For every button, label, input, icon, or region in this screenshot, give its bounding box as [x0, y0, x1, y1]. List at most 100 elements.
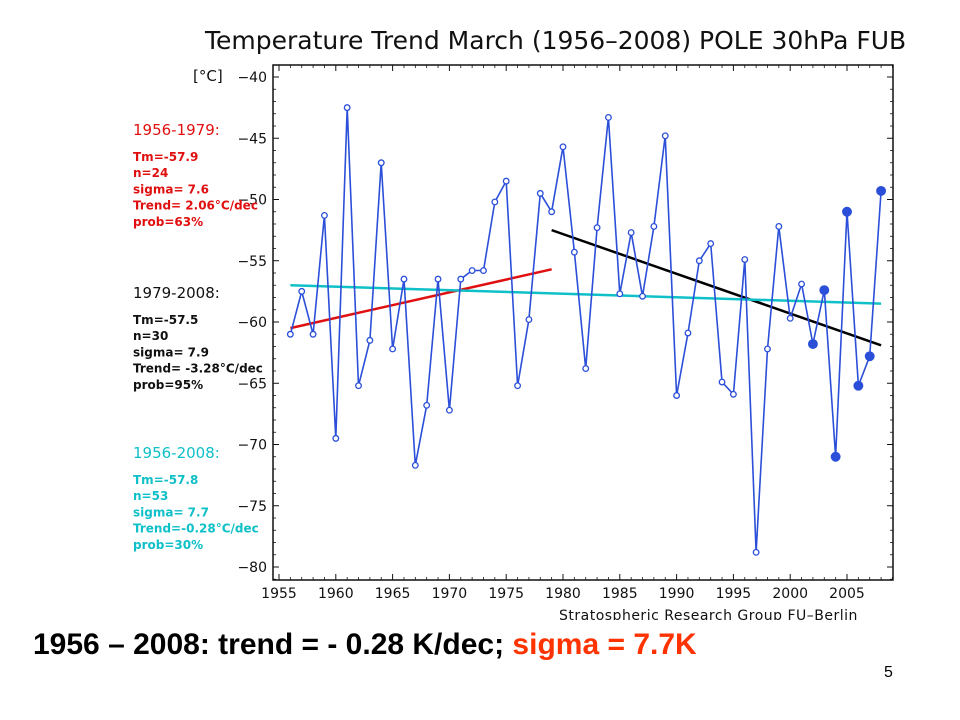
y-tick-label: −60	[237, 315, 267, 331]
y-tick-label: −65	[237, 376, 267, 392]
data-point	[673, 392, 681, 399]
data-point	[434, 275, 442, 283]
trend-statistics-panel: 1956-1979: Tm=-57.9 n=24 sigma= 7.6 Trend= 2…	[133, 121, 263, 552]
data-point	[332, 434, 340, 442]
x-tick-label: 1960	[318, 586, 354, 602]
x-tick-label: 2005	[829, 586, 865, 602]
data-point	[807, 339, 818, 350]
trend-line	[290, 268, 552, 330]
data-point	[445, 406, 453, 414]
y-axis: −40 −45 −50 −55 −60 −65 −70 −75 −80	[237, 70, 893, 580]
data-point	[355, 382, 362, 390]
panel-heading: 1956-1979:	[133, 121, 220, 139]
panel-stat: sigma= 7.6	[133, 182, 209, 196]
y-axis-unit: [°C]	[193, 67, 223, 85]
data-point	[559, 143, 567, 151]
data-point	[627, 229, 635, 237]
plot-frame	[272, 64, 894, 581]
panel-heading: 1956-2008:	[133, 444, 220, 462]
data-point	[830, 451, 841, 462]
data-point	[864, 351, 875, 362]
data-point	[298, 287, 306, 295]
data-point	[752, 548, 760, 556]
data-point	[366, 336, 374, 344]
y-tick-label: −70	[237, 438, 267, 454]
data-point	[650, 222, 658, 230]
panel-stat: Trend= -3.28°C/dec	[133, 362, 263, 376]
data-point	[684, 329, 692, 337]
caption-main: 1956 – 2008: trend = - 0.28 K/dec;	[33, 628, 513, 661]
data-point	[389, 345, 397, 353]
x-tick-label: 1965	[375, 586, 411, 602]
trend-lines	[290, 228, 882, 347]
panel-stat: n=53	[133, 489, 168, 503]
y-tick-label: −55	[237, 254, 267, 270]
data-point	[548, 208, 556, 216]
data-point	[514, 382, 522, 390]
data-point	[525, 316, 533, 323]
data-point	[764, 345, 771, 353]
caption-highlight: sigma = 7.7K	[512, 628, 697, 661]
panel-stat: Tm=-57.5	[133, 313, 198, 327]
panel-stat: n=30	[133, 329, 168, 343]
y-tick-label: −45	[237, 131, 267, 147]
data-point	[661, 132, 669, 140]
data-point	[616, 290, 624, 298]
data-point	[480, 267, 487, 274]
data-point	[707, 240, 715, 248]
panel-stat: prob=30%	[133, 538, 203, 552]
x-tick-label: 1985	[602, 586, 638, 602]
data-point	[582, 365, 590, 372]
data-point	[798, 280, 806, 288]
data-point	[775, 222, 783, 230]
data-point	[400, 275, 408, 283]
series-line	[289, 107, 882, 553]
data-point	[423, 401, 431, 409]
trend-line	[290, 284, 882, 305]
chart-title: Temperature Trend March (1956–2008) POLE…	[204, 26, 906, 55]
summary-caption: 1956 – 2008: trend = - 0.28 K/dec; sigma…	[33, 628, 697, 662]
data-point	[377, 159, 385, 167]
x-tick-label: 1995	[716, 586, 752, 602]
panel-stat: Tm=-57.8	[133, 473, 198, 487]
data-point	[491, 198, 499, 206]
data-point	[320, 211, 328, 219]
panel-stat: Trend= 2.06°C/dec	[133, 199, 258, 213]
data-point	[741, 256, 749, 263]
data-point	[343, 104, 351, 112]
data-point	[853, 380, 864, 391]
data-point	[411, 461, 419, 469]
page-number: 5	[884, 664, 893, 681]
data-point	[842, 206, 852, 217]
data-point	[786, 314, 794, 322]
data-point	[876, 185, 887, 196]
y-tick-label: −80	[237, 560, 267, 576]
panel-stat: sigma= 7.7	[133, 505, 209, 519]
data-point	[286, 330, 294, 338]
panel-heading: 1979-2008:	[133, 284, 220, 302]
data-point	[593, 224, 601, 232]
panel-stat: n=24	[133, 166, 168, 180]
data-point	[639, 292, 646, 300]
y-tick-label: −75	[237, 499, 267, 515]
data-point	[570, 248, 578, 256]
data-point	[536, 189, 544, 197]
credit-text: Stratospheric Research Group FU–Berlin	[559, 608, 858, 620]
data-point	[718, 378, 726, 386]
x-tick-label: 1990	[659, 586, 695, 602]
y-tick-label: −50	[237, 193, 267, 209]
temperature-series	[286, 104, 887, 556]
panel-stat: Tm=-57.9	[133, 150, 198, 164]
panel-stat: prob=63%	[133, 215, 203, 229]
temperature-trend-chart: Temperature Trend March (1956–2008) POLE…	[133, 26, 906, 620]
y-tick-label: −40	[237, 70, 267, 86]
panel-stat: prob=95%	[133, 378, 203, 392]
data-point	[457, 275, 465, 283]
data-point	[604, 113, 612, 121]
panel-stat: Trend=-0.28°C/dec	[133, 522, 259, 536]
data-point	[729, 390, 737, 398]
data-point	[502, 177, 510, 185]
panel-stat: sigma= 7.9	[133, 345, 209, 359]
data-point	[468, 267, 476, 274]
data-point	[695, 257, 703, 265]
